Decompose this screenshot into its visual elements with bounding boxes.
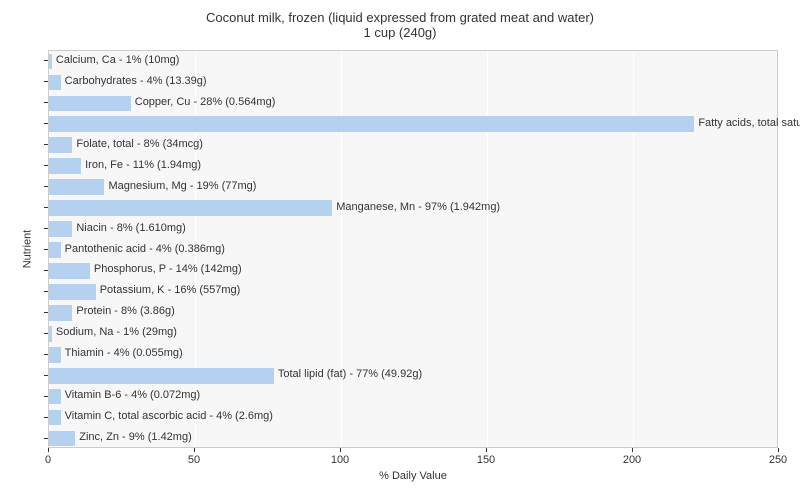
y-tick [44, 375, 48, 376]
chart-container: Coconut milk, frozen (liquid expressed f… [0, 0, 800, 500]
y-tick [44, 144, 48, 145]
bar-label: Pantothenic acid - 4% (0.386mg) [65, 244, 225, 255]
x-tick-label: 0 [45, 454, 51, 466]
bar [49, 431, 75, 447]
bar-label: Carbohydrates - 4% (13.39g) [65, 76, 207, 87]
y-tick [44, 102, 48, 103]
title-line1: Coconut milk, frozen (liquid expressed f… [206, 10, 594, 25]
x-tick [486, 448, 487, 452]
bar-label: Thiamin - 4% (0.055mg) [65, 348, 183, 359]
x-tick-label: 150 [477, 454, 495, 466]
y-tick [44, 291, 48, 292]
chart-title: Coconut milk, frozen (liquid expressed f… [0, 10, 800, 40]
y-tick [44, 270, 48, 271]
x-tick [340, 448, 341, 452]
x-tick-label: 100 [331, 454, 349, 466]
x-tick [778, 448, 779, 452]
bar-label: Copper, Cu - 28% (0.564mg) [135, 97, 276, 108]
bar-label: Magnesium, Mg - 19% (77mg) [108, 181, 256, 192]
x-tick [194, 448, 195, 452]
bar [49, 158, 81, 174]
x-axis-label: % Daily Value [48, 470, 778, 482]
bar [49, 284, 96, 300]
bar-label: Folate, total - 8% (34mcg) [76, 139, 203, 150]
y-tick [44, 123, 48, 124]
bar [49, 116, 694, 132]
bar [49, 242, 61, 258]
bar [49, 96, 131, 112]
y-tick [44, 207, 48, 208]
bar [49, 221, 72, 237]
bar-label: Phosphorus, P - 14% (142mg) [94, 264, 242, 275]
bar-label: Vitamin B-6 - 4% (0.072mg) [65, 390, 201, 401]
bar [49, 200, 332, 216]
y-tick [44, 186, 48, 187]
x-tick-label: 250 [769, 454, 787, 466]
bar [49, 368, 274, 384]
y-tick [44, 165, 48, 166]
bar-label: Manganese, Mn - 97% (1.942mg) [336, 202, 500, 213]
bar-label: Fatty acids, total saturated - 221% (44.… [698, 118, 800, 129]
y-tick [44, 60, 48, 61]
y-axis-label: Nutrient [21, 230, 33, 269]
bar [49, 389, 61, 405]
bar-label: Zinc, Zn - 9% (1.42mg) [79, 432, 191, 443]
y-tick [44, 249, 48, 250]
bar [49, 179, 104, 195]
y-tick [44, 354, 48, 355]
bar [49, 305, 72, 321]
bar-label: Protein - 8% (3.86g) [76, 306, 174, 317]
bar [49, 326, 52, 342]
y-tick [44, 228, 48, 229]
bar-label: Potassium, K - 16% (557mg) [100, 285, 241, 296]
grid-line [487, 51, 488, 447]
bar-label: Niacin - 8% (1.610mg) [76, 223, 185, 234]
title-line2: 1 cup (240g) [364, 25, 437, 40]
x-tick [48, 448, 49, 452]
bar-label: Calcium, Ca - 1% (10mg) [56, 55, 179, 66]
bar-label: Vitamin C, total ascorbic acid - 4% (2.6… [65, 411, 273, 422]
x-tick-label: 50 [188, 454, 200, 466]
bar-label: Sodium, Na - 1% (29mg) [56, 327, 177, 338]
bar [49, 410, 61, 426]
bar [49, 75, 61, 91]
bar [49, 137, 72, 153]
x-tick [632, 448, 633, 452]
bar [49, 54, 52, 70]
x-tick-label: 200 [623, 454, 641, 466]
bar [49, 347, 61, 363]
grid-line [779, 51, 780, 447]
bar-label: Iron, Fe - 11% (1.94mg) [85, 160, 201, 171]
y-tick [44, 396, 48, 397]
grid-line [341, 51, 342, 447]
y-tick [44, 333, 48, 334]
y-tick [44, 312, 48, 313]
y-tick [44, 81, 48, 82]
grid-line [633, 51, 634, 447]
y-tick [44, 417, 48, 418]
bar [49, 263, 90, 279]
y-tick [44, 438, 48, 439]
bar-label: Total lipid (fat) - 77% (49.92g) [278, 369, 422, 380]
